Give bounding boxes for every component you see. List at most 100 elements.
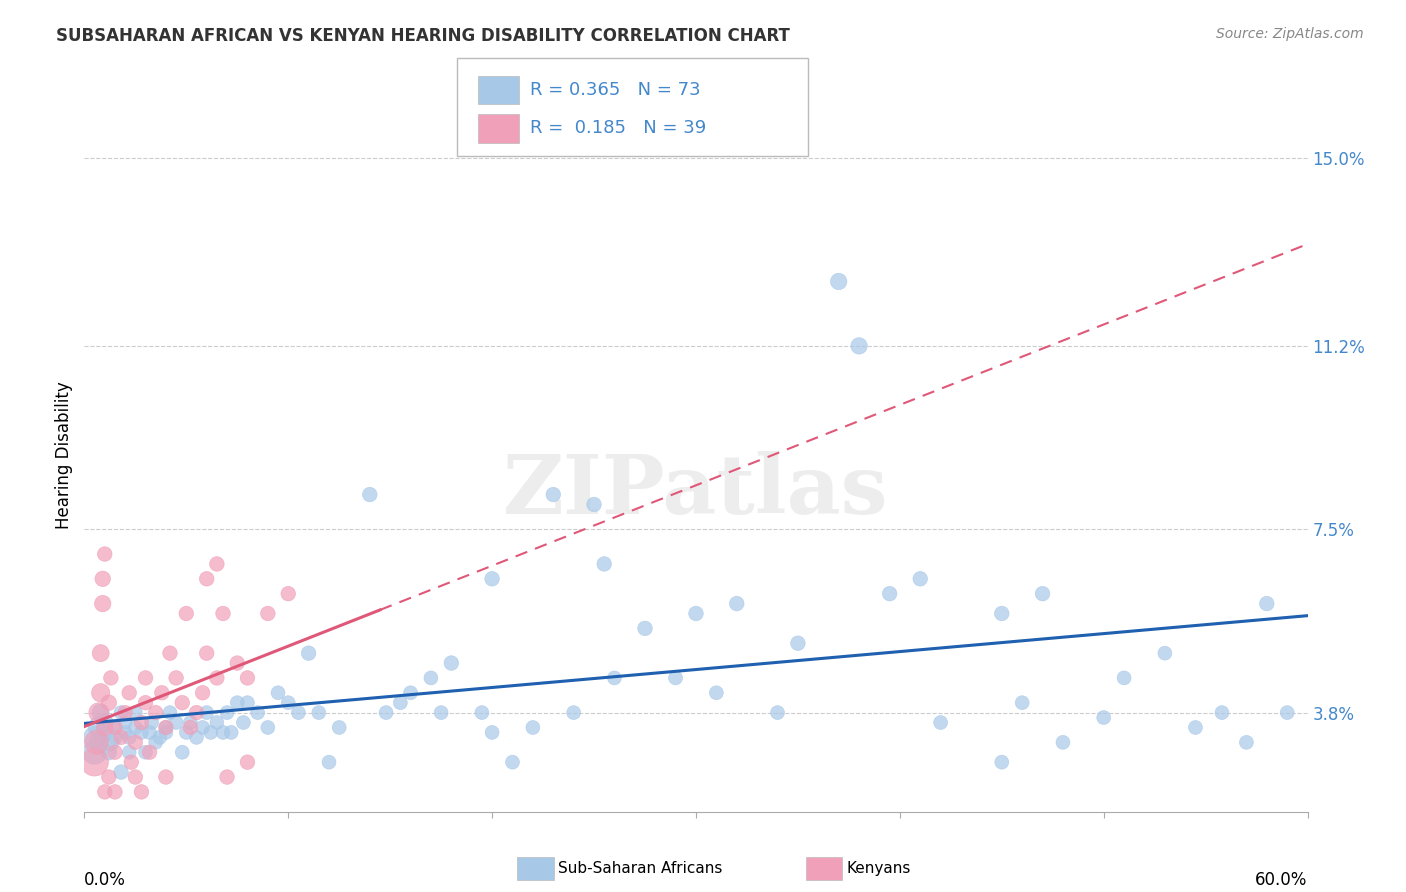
Point bbox=[87, 706, 110, 720]
Point bbox=[150, 686, 173, 700]
Point bbox=[83, 745, 105, 759]
Point bbox=[664, 671, 686, 685]
Point bbox=[155, 721, 177, 735]
Point bbox=[399, 686, 422, 700]
Point bbox=[135, 696, 157, 710]
Point bbox=[298, 646, 321, 660]
Point bbox=[212, 725, 235, 739]
Point bbox=[1032, 587, 1054, 601]
Point bbox=[97, 770, 120, 784]
Point bbox=[191, 721, 214, 735]
Point bbox=[93, 547, 115, 561]
Point bbox=[90, 706, 112, 720]
Point bbox=[172, 745, 194, 759]
Point bbox=[236, 671, 259, 685]
Point bbox=[100, 735, 122, 749]
Point bbox=[1211, 706, 1233, 720]
Point bbox=[501, 755, 523, 769]
Point bbox=[582, 498, 605, 512]
Text: ZIPatlas: ZIPatlas bbox=[503, 450, 889, 531]
Point bbox=[328, 721, 350, 735]
Point bbox=[634, 621, 657, 635]
Point bbox=[1052, 735, 1074, 749]
Point bbox=[97, 745, 120, 759]
Point bbox=[93, 715, 115, 730]
Point bbox=[908, 572, 931, 586]
Point bbox=[138, 745, 160, 759]
Point bbox=[226, 696, 249, 710]
Point bbox=[267, 686, 290, 700]
Point bbox=[118, 731, 141, 745]
Point bbox=[430, 706, 453, 720]
Point bbox=[93, 725, 115, 739]
Point bbox=[91, 597, 114, 611]
Point bbox=[104, 721, 127, 735]
Point bbox=[1011, 696, 1033, 710]
Point bbox=[991, 607, 1014, 621]
Point bbox=[205, 715, 228, 730]
Point bbox=[114, 725, 136, 739]
Point bbox=[217, 706, 239, 720]
Point bbox=[257, 721, 280, 735]
Point bbox=[159, 646, 181, 660]
Point bbox=[174, 607, 197, 621]
Point bbox=[375, 706, 398, 720]
Point bbox=[481, 725, 503, 739]
Point bbox=[593, 557, 616, 571]
Point bbox=[131, 725, 153, 739]
Point bbox=[97, 696, 120, 710]
Point bbox=[191, 686, 214, 700]
Point bbox=[236, 696, 259, 710]
Point bbox=[138, 725, 160, 739]
Point bbox=[246, 706, 269, 720]
Text: R = 0.365   N = 73: R = 0.365 N = 73 bbox=[530, 81, 700, 99]
Text: Sub-Saharan Africans: Sub-Saharan Africans bbox=[558, 862, 723, 876]
Point bbox=[212, 607, 235, 621]
Point bbox=[155, 721, 177, 735]
Point bbox=[124, 770, 146, 784]
Point bbox=[93, 721, 115, 735]
Point bbox=[318, 755, 340, 769]
Point bbox=[1256, 597, 1278, 611]
Text: 0.0%: 0.0% bbox=[84, 871, 127, 889]
Point bbox=[104, 785, 127, 799]
Point bbox=[114, 706, 136, 720]
Point bbox=[87, 735, 110, 749]
Point bbox=[83, 755, 105, 769]
Point bbox=[149, 731, 172, 745]
Point bbox=[389, 696, 412, 710]
Point bbox=[420, 671, 443, 685]
Point bbox=[1275, 706, 1298, 720]
Point bbox=[186, 706, 208, 720]
Point bbox=[205, 671, 228, 685]
Point bbox=[174, 725, 197, 739]
Point bbox=[1092, 710, 1115, 724]
Point bbox=[124, 735, 146, 749]
Point bbox=[562, 706, 585, 720]
Point bbox=[110, 706, 132, 720]
Text: Source: ZipAtlas.com: Source: ZipAtlas.com bbox=[1216, 27, 1364, 41]
Point bbox=[87, 721, 110, 735]
Point bbox=[685, 607, 707, 621]
Point bbox=[200, 725, 222, 739]
Point bbox=[83, 731, 105, 745]
Point bbox=[217, 770, 239, 784]
Point bbox=[118, 686, 141, 700]
Point bbox=[179, 721, 201, 735]
Point bbox=[308, 706, 330, 720]
Point bbox=[603, 671, 626, 685]
Point bbox=[90, 646, 112, 660]
Point bbox=[277, 696, 299, 710]
Point bbox=[1184, 721, 1206, 735]
Point bbox=[90, 686, 112, 700]
Point bbox=[471, 706, 494, 720]
Point bbox=[120, 755, 142, 769]
Point bbox=[110, 731, 132, 745]
Point bbox=[1153, 646, 1175, 660]
Point bbox=[165, 671, 187, 685]
Point bbox=[172, 696, 194, 710]
Point bbox=[219, 725, 242, 739]
Point bbox=[124, 721, 146, 735]
Point bbox=[135, 671, 157, 685]
Point bbox=[1234, 735, 1257, 749]
